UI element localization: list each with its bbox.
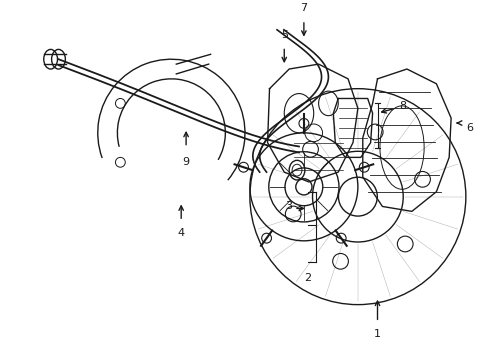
Text: 8: 8 (398, 101, 406, 111)
Text: 6: 6 (465, 123, 472, 133)
Text: 7: 7 (300, 3, 307, 13)
Text: 1: 1 (373, 329, 380, 339)
Text: 3: 3 (285, 201, 291, 211)
Text: 4: 4 (177, 228, 184, 238)
Text: 9: 9 (182, 157, 189, 167)
Text: 5: 5 (280, 30, 287, 40)
Text: 2: 2 (304, 273, 311, 283)
